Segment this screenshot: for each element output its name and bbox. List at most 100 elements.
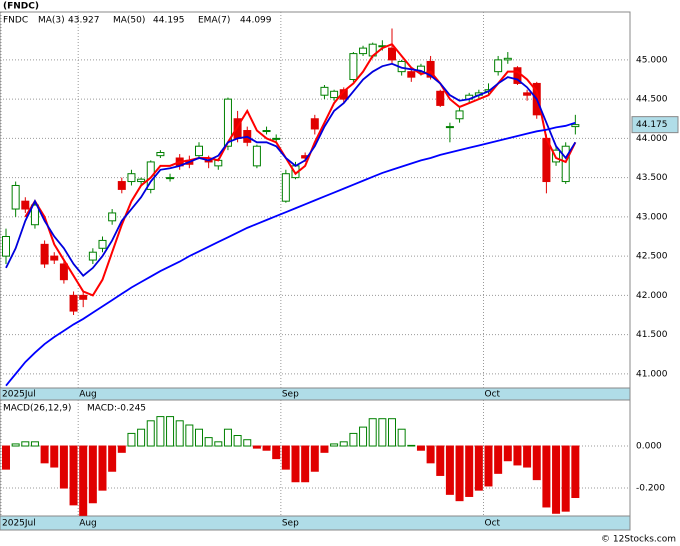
macd-bar (436, 445, 445, 476)
legend-value: 43.927 (68, 16, 100, 26)
candle-body (59, 263, 68, 281)
macd-bar (416, 445, 425, 451)
candle-body (98, 239, 107, 249)
macd-bar (166, 416, 175, 447)
candle-body (494, 59, 503, 73)
macd-bar (175, 420, 184, 447)
legend-value: 44.195 (153, 16, 185, 26)
candle-body (503, 57, 512, 61)
candle-body (445, 126, 454, 129)
candle-body (523, 92, 532, 96)
macd-bar (108, 445, 117, 472)
line-series (24, 42, 577, 297)
macd-bar (98, 445, 107, 491)
macd-bar (474, 445, 483, 491)
candle-body (11, 184, 20, 210)
legend-symbol: FNDC (3, 16, 28, 26)
candle-body (223, 98, 232, 147)
candle-body (69, 294, 78, 312)
macd-bar (69, 445, 78, 506)
x-axis-band (0, 515, 631, 531)
x-tick-label: Aug (79, 519, 97, 529)
price-label: 44.175 (636, 120, 668, 130)
y-tick-label: 42.000 (636, 291, 668, 301)
macd-bar (195, 428, 203, 447)
x-tick-label: Aug (79, 390, 97, 400)
candle-body (117, 181, 126, 190)
macd-bar (523, 445, 532, 468)
macd-title: MACD(26,12,9) (3, 404, 71, 414)
candle-body (137, 178, 146, 183)
candle-body (262, 130, 271, 133)
macd-bar (272, 445, 281, 460)
macd-bar (388, 418, 396, 447)
macd-bar (117, 445, 126, 453)
macd-bar (214, 441, 223, 447)
legend-entry: MA(50) (113, 16, 145, 26)
macd-bar (513, 445, 522, 466)
macd-bar (339, 441, 348, 447)
macd-value: MACD:-0.245 (87, 404, 146, 414)
x-tick-label: Sep (282, 390, 299, 400)
candle-body (281, 173, 290, 202)
macd-bar (301, 445, 310, 483)
macd-bar (320, 445, 329, 453)
candle-body (108, 212, 117, 222)
macd-bar (542, 445, 551, 508)
macd-bar (185, 424, 194, 447)
macd-bar (233, 435, 242, 447)
macd-bar (262, 445, 271, 451)
candle-body (2, 236, 10, 257)
macd-bar (223, 428, 232, 447)
candle-body (349, 53, 358, 81)
y-tick-label: 43.500 (636, 173, 668, 183)
y-tick-label: -0.200 (636, 484, 665, 494)
macd-bar (445, 445, 454, 495)
macd-bar (243, 439, 252, 447)
y-tick-label: 41.000 (636, 369, 668, 379)
y-tick-label: 44.500 (636, 95, 668, 105)
macd-bar (494, 445, 503, 474)
macd-bar (2, 445, 10, 470)
candle-body (359, 47, 368, 55)
macd-bar (397, 428, 406, 447)
macd-bar (330, 443, 339, 447)
macd-bar (30, 441, 39, 447)
candle-body (195, 145, 203, 157)
candle-body (156, 152, 165, 157)
macd-bar (59, 445, 68, 489)
macd-bar (426, 445, 435, 464)
macd-bar (552, 445, 561, 514)
macd-bar (484, 445, 493, 487)
candle-body (40, 243, 49, 265)
legend-entry: MA(3) (38, 16, 65, 26)
macd-bar (532, 445, 541, 481)
candle-body (455, 110, 464, 120)
candle-body (30, 204, 39, 226)
macd-bar (204, 437, 213, 447)
macd-bar (407, 444, 416, 447)
candle-body (88, 251, 97, 261)
macd-bar (378, 418, 387, 447)
line-series (5, 121, 576, 387)
macd-bar (349, 432, 358, 447)
legend-value: 44.099 (240, 16, 272, 26)
candle-body (330, 90, 339, 99)
y-tick-label: 45.000 (636, 55, 668, 65)
candle-body (50, 255, 59, 261)
macd-bar (40, 445, 49, 464)
candle-body (571, 124, 580, 128)
candle-body (436, 90, 445, 106)
candle-body (388, 47, 396, 61)
x-tick-label: 2025Jul (2, 390, 36, 400)
candle-body (21, 200, 30, 210)
candle-body (127, 173, 136, 183)
macd-bar (88, 445, 97, 504)
x-tick-label: Oct (485, 390, 501, 400)
candle-body (146, 161, 155, 190)
candle-body (426, 60, 435, 78)
line-series (5, 62, 577, 278)
candle-body (272, 137, 281, 140)
candle-body (166, 177, 175, 180)
